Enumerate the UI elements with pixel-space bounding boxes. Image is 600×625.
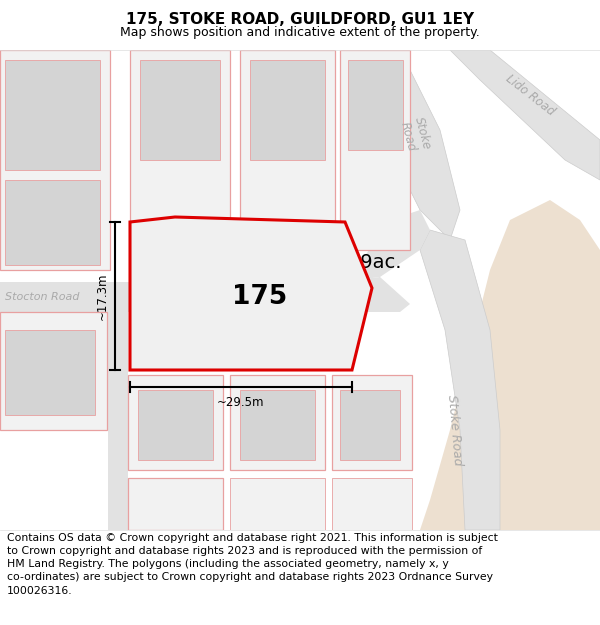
Polygon shape bbox=[128, 478, 223, 530]
Polygon shape bbox=[108, 312, 128, 530]
Polygon shape bbox=[355, 50, 460, 240]
Polygon shape bbox=[450, 50, 600, 180]
Polygon shape bbox=[0, 312, 107, 430]
Text: Stoke
Road: Stoke Road bbox=[397, 115, 433, 155]
Polygon shape bbox=[0, 50, 600, 530]
Polygon shape bbox=[0, 277, 410, 312]
Polygon shape bbox=[128, 375, 223, 470]
Polygon shape bbox=[348, 60, 403, 150]
Text: Stocton Road: Stocton Road bbox=[215, 301, 304, 314]
Polygon shape bbox=[130, 50, 230, 260]
Text: ~29.5m: ~29.5m bbox=[217, 396, 265, 409]
Text: 175: 175 bbox=[232, 284, 287, 310]
Text: Lido Road: Lido Road bbox=[503, 72, 557, 118]
Text: Stoke Road: Stoke Road bbox=[445, 394, 464, 466]
Polygon shape bbox=[240, 390, 315, 460]
Polygon shape bbox=[140, 60, 220, 160]
Polygon shape bbox=[332, 478, 412, 530]
Polygon shape bbox=[230, 478, 325, 530]
Text: Map shows position and indicative extent of the property.: Map shows position and indicative extent… bbox=[120, 26, 480, 39]
Polygon shape bbox=[240, 50, 335, 260]
Polygon shape bbox=[5, 330, 95, 415]
Polygon shape bbox=[340, 390, 400, 460]
Polygon shape bbox=[340, 50, 410, 250]
Text: 175, STOKE ROAD, GUILDFORD, GU1 1EY: 175, STOKE ROAD, GUILDFORD, GU1 1EY bbox=[126, 12, 474, 28]
Text: ~402m²/~0.099ac.: ~402m²/~0.099ac. bbox=[215, 253, 403, 271]
Polygon shape bbox=[138, 390, 213, 460]
Polygon shape bbox=[148, 238, 240, 352]
Polygon shape bbox=[332, 375, 412, 470]
Polygon shape bbox=[250, 60, 325, 160]
Text: Stocton Road: Stocton Road bbox=[5, 292, 79, 302]
Text: ~17.3m: ~17.3m bbox=[95, 272, 109, 320]
Polygon shape bbox=[420, 230, 500, 530]
Polygon shape bbox=[230, 375, 325, 470]
Polygon shape bbox=[420, 200, 600, 530]
Polygon shape bbox=[130, 217, 372, 370]
Polygon shape bbox=[5, 60, 100, 170]
Polygon shape bbox=[0, 50, 110, 270]
Polygon shape bbox=[5, 180, 100, 265]
Polygon shape bbox=[330, 210, 430, 312]
Text: Contains OS data © Crown copyright and database right 2021. This information is : Contains OS data © Crown copyright and d… bbox=[7, 533, 498, 596]
